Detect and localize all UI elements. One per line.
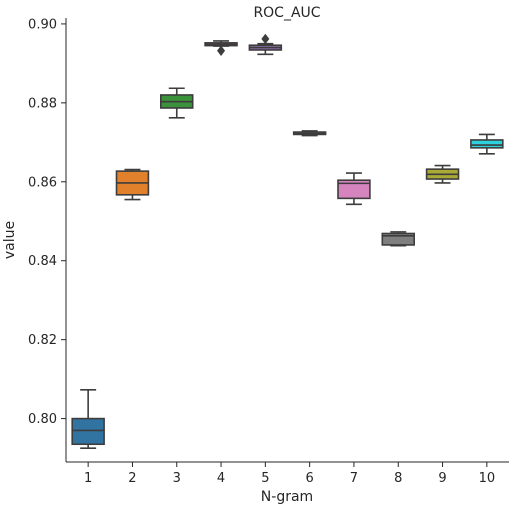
chart-title: ROC_AUC [253,5,320,21]
y-tick-label: 0.80 [28,412,57,427]
box-group-8 [381,231,415,247]
box-group-3 [160,87,194,119]
iqr-box [71,417,105,446]
box-group-7 [337,172,371,206]
x-axis: 1 2 3 4 5 6 7 8 9 10 [84,462,495,486]
box-series [71,33,504,449]
outlier-point [261,33,270,45]
y-tick-label: 0.88 [28,96,57,111]
x-tick-label: 6 [306,471,314,486]
x-tick-label: 3 [173,471,181,486]
x-tick-label: 1 [84,471,92,486]
outlier-point [217,45,226,56]
x-tick-label: 5 [261,471,269,486]
y-axis-label: value [2,221,18,259]
x-axis-label: N-gram [261,489,313,505]
box-group-4 [204,40,238,56]
x-tick-label: 9 [438,471,446,486]
box-group-10 [470,133,504,155]
x-tick-label: 8 [394,471,402,486]
iqr-box [337,179,371,200]
y-tick-label: 0.82 [28,333,57,348]
y-tick-label: 0.84 [28,254,57,269]
box-group-2 [115,168,150,201]
x-tick-label: 4 [217,471,225,486]
y-tick-label: 0.90 [28,17,57,32]
box-group-5 [248,33,283,56]
iqr-box [381,232,415,246]
y-tick-label: 0.86 [28,175,57,190]
box-group-6 [292,130,327,137]
x-tick-label: 10 [479,471,496,486]
box-group-9 [425,164,460,184]
box-group-1 [71,388,105,449]
x-tick-label: 2 [128,471,136,486]
x-tick-label: 7 [350,471,358,486]
y-axis: 0.80 0.82 0.84 0.86 0.88 0.90 [28,17,66,427]
iqr-box [470,139,504,149]
